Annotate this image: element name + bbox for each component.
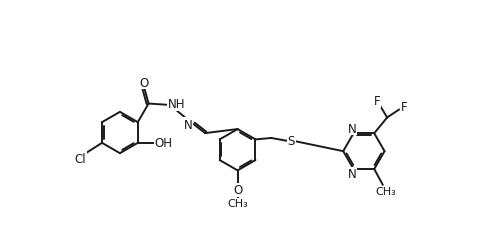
Text: S: S (288, 135, 295, 148)
Text: Cl: Cl (74, 152, 86, 165)
Text: OH: OH (154, 137, 172, 150)
Text: N: N (184, 118, 192, 131)
Text: N: N (348, 122, 356, 135)
Text: F: F (374, 95, 380, 108)
Text: CH₃: CH₃ (376, 186, 396, 196)
Text: NH: NH (168, 98, 185, 111)
Text: CH₃: CH₃ (227, 199, 248, 209)
Text: O: O (233, 184, 242, 197)
Text: N: N (348, 168, 356, 181)
Text: O: O (140, 76, 149, 89)
Text: F: F (401, 101, 407, 114)
